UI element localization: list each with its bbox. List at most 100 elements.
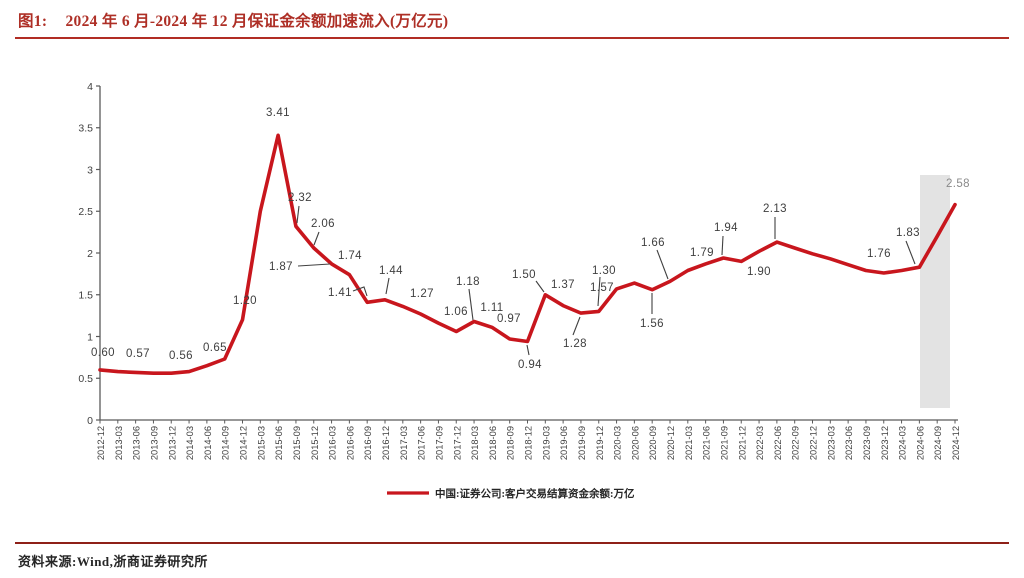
y-tick-label: 0.5 <box>78 373 93 385</box>
data-label: 1.20 <box>233 295 257 307</box>
x-tick-label: 2013-03 <box>114 426 124 460</box>
x-tick-label: 2015-06 <box>274 426 284 460</box>
data-label: 1.50 <box>512 269 536 281</box>
forecast-highlight-band <box>920 175 950 408</box>
figure-title-row: 图1: 2024 年 6 月-2024 年 12 月保证金余额加速流入(万亿元) <box>18 9 448 31</box>
data-label: 1.87 <box>269 261 293 273</box>
x-tick-label: 2012-12 <box>96 426 106 460</box>
data-label: 2.13 <box>763 203 787 215</box>
x-tick-label: 2024-03 <box>898 426 908 460</box>
x-tick-label: 2020-12 <box>666 426 676 460</box>
x-tick-label: 2020-09 <box>648 426 658 460</box>
x-tick-label: 2013-12 <box>167 426 177 460</box>
label-leader-line <box>597 276 601 307</box>
x-tick-label: 2022-03 <box>755 426 765 460</box>
x-tick-label: 2021-03 <box>684 426 694 460</box>
x-tick-label: 2018-03 <box>470 426 480 460</box>
x-tick-label: 2018-09 <box>506 426 516 460</box>
data-label: 0.57 <box>126 348 150 360</box>
x-tick-label: 2023-03 <box>826 426 836 460</box>
x-tick-label: 2020-03 <box>613 426 623 460</box>
data-label: 1.30 <box>592 265 616 277</box>
x-tick-label: 2019-06 <box>559 426 569 460</box>
label-leader-line <box>468 288 474 321</box>
x-tick-label: 2019-12 <box>595 426 605 460</box>
data-label: 0.65 <box>203 342 227 354</box>
label-leader-line <box>572 316 581 336</box>
x-tick-label: 2024-12 <box>951 426 961 460</box>
x-tick-label: 2023-12 <box>880 426 890 460</box>
y-tick-label: 0 <box>87 415 93 427</box>
data-label: 1.18 <box>456 276 480 288</box>
y-tick-label: 3.5 <box>78 123 93 135</box>
x-tick-label: 2021-09 <box>719 426 729 460</box>
data-label: 1.44 <box>379 265 403 277</box>
label-leader-line <box>721 235 724 256</box>
label-leader-line <box>905 240 916 265</box>
series-line <box>98 133 957 376</box>
x-tick-label: 2022-12 <box>809 426 819 460</box>
x-tick-label: 2018-12 <box>524 426 534 460</box>
x-tick-label: 2017-06 <box>417 426 427 460</box>
label-leader-line <box>535 280 545 293</box>
x-tick-label: 2016-12 <box>381 426 391 460</box>
footer-rule <box>15 542 1009 544</box>
x-tick-label: 2024-06 <box>915 426 925 460</box>
data-label: 1.94 <box>714 222 738 234</box>
y-tick-label: 1 <box>87 331 93 343</box>
x-tick-label: 2018-06 <box>488 426 498 460</box>
x-tick-label: 2017-12 <box>452 426 462 460</box>
x-tick-label: 2024-09 <box>933 426 943 460</box>
data-label: 0.97 <box>497 313 521 325</box>
figure-number-label: 图1: <box>18 13 48 30</box>
x-tick-label: 2015-09 <box>292 426 302 460</box>
y-tick-label: 4 <box>87 81 93 93</box>
figure-title: 2024 年 6 月-2024 年 12 月保证金余额加速流入(万亿元) <box>65 13 449 30</box>
label-leader-line <box>656 249 669 280</box>
data-label: 1.66 <box>641 237 665 249</box>
y-tick-label: 1.5 <box>78 290 93 302</box>
data-label: 1.74 <box>338 250 362 262</box>
data-label: 1.37 <box>551 279 575 291</box>
x-tick-label: 2016-06 <box>345 426 355 460</box>
x-tick-label: 2013-09 <box>149 426 159 460</box>
x-tick-label: 2021-12 <box>737 426 747 460</box>
legend-label: 中国:证券公司:客户交易结算资金余额:万亿 <box>435 487 635 500</box>
x-tick-label: 2021-06 <box>702 426 712 460</box>
label-leader-line <box>352 286 368 297</box>
x-tick-label: 2023-09 <box>862 426 872 460</box>
data-label: 1.83 <box>896 227 920 239</box>
data-label: 1.28 <box>563 338 587 350</box>
data-label: 1.56 <box>640 318 664 330</box>
source-attribution: 资料来源:Wind,浙商证券研究所 <box>18 554 208 569</box>
title-underline-rule <box>15 37 1009 39</box>
x-tick-label: 2019-03 <box>541 426 551 460</box>
data-label: 2.58 <box>946 178 970 190</box>
data-label: 1.11 <box>480 302 503 314</box>
x-tick-label: 2014-06 <box>203 426 213 460</box>
x-tick-label: 2020-06 <box>630 426 640 460</box>
x-tick-label: 2016-03 <box>328 426 338 460</box>
data-label: 0.60 <box>91 347 115 359</box>
x-tick-label: 2015-12 <box>310 426 320 460</box>
data-label: 0.56 <box>169 350 193 362</box>
x-tick-label: 2023-06 <box>844 426 854 460</box>
data-label: 1.90 <box>747 266 771 278</box>
data-label: 0.94 <box>518 359 542 371</box>
data-label: 1.27 <box>410 288 434 300</box>
x-tick-label: 2017-09 <box>434 426 444 460</box>
data-label: 1.57 <box>590 282 614 294</box>
x-tick-label: 2014-12 <box>239 426 249 460</box>
x-tick-label: 2015-03 <box>256 426 266 460</box>
y-tick-label: 3 <box>87 164 93 176</box>
y-tick-label: 2.5 <box>78 206 93 218</box>
x-tick-label: 2017-03 <box>399 426 409 460</box>
x-tick-label: 2013-06 <box>132 426 142 460</box>
data-label: 1.41 <box>328 287 352 299</box>
data-label: 3.41 <box>266 107 290 119</box>
label-leader-line <box>313 231 320 246</box>
x-tick-label: 2014-09 <box>221 426 231 460</box>
label-leader-line <box>526 344 530 356</box>
